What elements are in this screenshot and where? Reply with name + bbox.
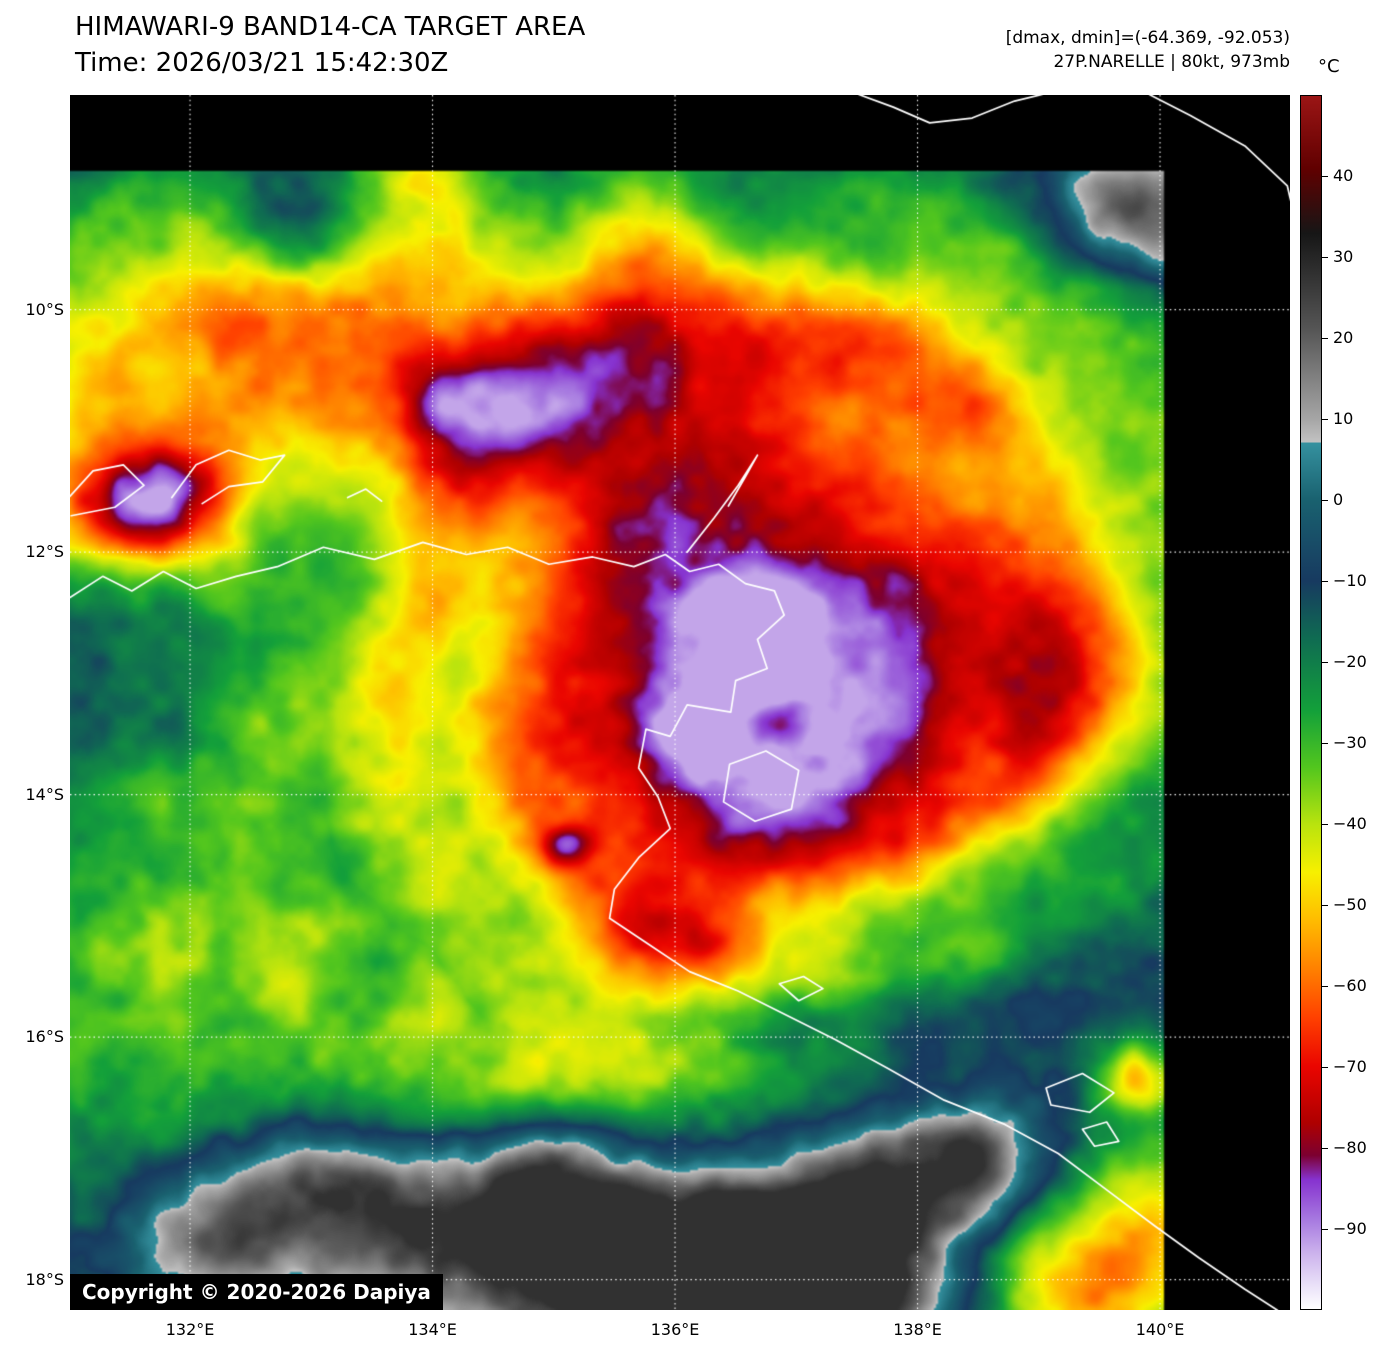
colorbar-tick-label: −10 [1333, 571, 1367, 590]
colorbar-tick-mark [1322, 338, 1328, 339]
colorbar-tick-label: −20 [1333, 652, 1367, 671]
colorbar-tick-mark [1322, 257, 1328, 258]
lon-tick-label: 134°E [408, 1320, 457, 1339]
storm-info-label: 27P.NARELLE | 80kt, 973mb [1053, 52, 1290, 72]
colorbar-tick-mark [1322, 1229, 1328, 1230]
lat-tick-label: 18°S [25, 1269, 64, 1289]
colorbar-tick-label: −80 [1333, 1138, 1367, 1157]
lat-tick-label: 16°S [25, 1027, 64, 1047]
colorbar-tick-mark [1322, 176, 1328, 177]
colorbar-tick-mark [1322, 1148, 1328, 1149]
dmax-dmin-readout: [dmax, dmin]=(-64.369, -92.053) [1005, 28, 1290, 48]
colorbar-tick-label: −60 [1333, 976, 1367, 995]
colorbar-tick-label: −50 [1333, 895, 1367, 914]
lon-tick-label: 136°E [650, 1320, 700, 1339]
colorbar [1300, 95, 1322, 1310]
satellite-image-canvas [70, 95, 1290, 1310]
colorbar-tick-label: 20 [1333, 328, 1354, 347]
colorbar-tick-label: −30 [1333, 733, 1367, 752]
copyright-watermark: Copyright © 2020-2026 Dapiya [70, 1274, 443, 1310]
colorbar-tick-label: 30 [1333, 247, 1354, 266]
lat-tick-label: 10°S [25, 299, 64, 319]
colorbar-tick-mark [1322, 824, 1328, 825]
colorbar-tick-mark [1322, 419, 1328, 420]
colorbar-unit-label: °C [1318, 56, 1340, 77]
timestamp-label: Time: 2026/03/21 15:42:30Z [75, 48, 449, 78]
lon-tick-label: 132°E [165, 1320, 215, 1339]
colorbar-tick-mark [1322, 905, 1328, 906]
lon-tick-label: 140°E [1135, 1320, 1185, 1339]
colorbar-tick-mark [1322, 743, 1328, 744]
lat-tick-label: 12°S [25, 542, 64, 562]
colorbar-tick-mark [1322, 500, 1328, 501]
lat-tick-label: 14°S [25, 784, 64, 804]
colorbar-tick-label: −70 [1333, 1057, 1367, 1076]
map-plot-area: Copyright © 2020-2026 Dapiya [70, 95, 1290, 1310]
colorbar-tick-label: 0 [1333, 490, 1344, 509]
colorbar-tick-label: 10 [1333, 409, 1354, 428]
figure-title: HIMAWARI-9 BAND14-CA TARGET AREA [75, 12, 586, 42]
lon-tick-label: 138°E [893, 1320, 942, 1339]
colorbar-tick-mark [1322, 986, 1328, 987]
colorbar-tick-mark [1322, 581, 1328, 582]
colorbar-tick-label: 40 [1333, 166, 1354, 185]
colorbar-tick-mark [1322, 662, 1328, 663]
colorbar-tick-mark [1322, 1067, 1328, 1068]
colorbar-tick-label: −40 [1333, 814, 1367, 833]
colorbar-tick-label: −90 [1333, 1219, 1367, 1238]
